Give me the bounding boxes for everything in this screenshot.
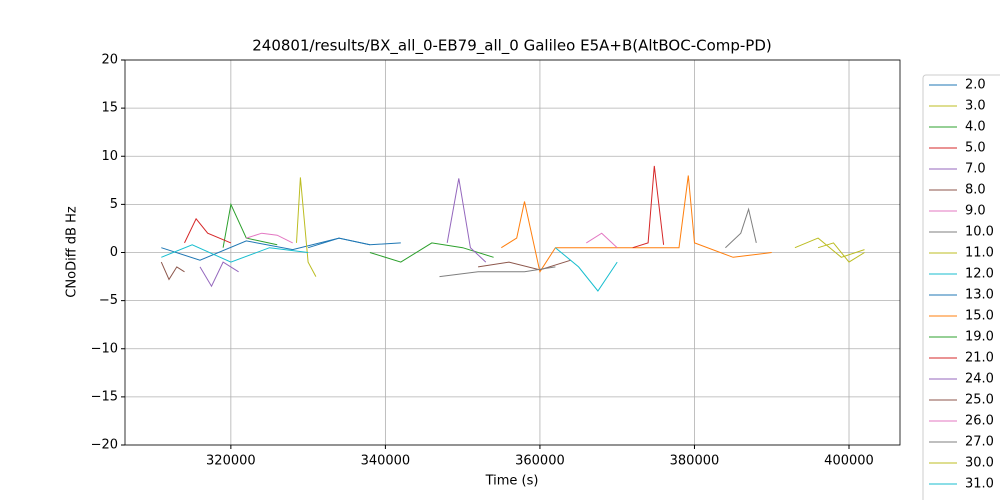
legend-label: 12.0 — [965, 267, 994, 282]
legend-label: 4.0 — [965, 120, 986, 135]
series-line — [817, 242, 865, 263]
legend-label: 26.0 — [965, 414, 994, 429]
x-tick-label: 380000 — [670, 454, 720, 469]
series-line — [586, 232, 618, 249]
series-line — [794, 237, 865, 258]
y-tick-label: −10 — [91, 341, 118, 356]
series-line — [246, 232, 293, 244]
x-tick-label: 400000 — [824, 454, 874, 469]
x-tick-label: 340000 — [361, 454, 411, 469]
legend-label: 30.0 — [965, 456, 994, 471]
y-tick-label: 15 — [101, 101, 118, 116]
series-line — [184, 217, 232, 244]
legend-label: 31.0 — [965, 477, 994, 492]
series-line — [446, 178, 487, 263]
x-tick-label: 360000 — [515, 454, 565, 469]
series-line — [555, 247, 618, 292]
x-tick-label: 320000 — [206, 454, 256, 469]
y-tick-label: 10 — [101, 149, 118, 164]
y-tick-label: −5 — [99, 293, 118, 308]
legend-label: 19.0 — [965, 330, 994, 345]
y-axis-label: CNoDiff dB Hz — [65, 206, 80, 298]
series-line — [160, 261, 185, 281]
y-tick-label: −20 — [91, 438, 118, 453]
series-line — [161, 244, 309, 263]
plot-frame — [124, 59, 901, 446]
chart-title: 240801/results/BX_all_0-EB79_all_0 Galil… — [252, 37, 772, 56]
series-line — [478, 259, 571, 271]
legend-label: 9.0 — [965, 204, 986, 219]
legend-label: 21.0 — [965, 351, 994, 366]
legend-label: 11.0 — [965, 246, 994, 261]
series-line — [725, 207, 757, 249]
series-line — [307, 237, 401, 249]
y-tick-label: 20 — [101, 53, 118, 68]
y-tick-label: −15 — [91, 389, 118, 404]
legend-label: 7.0 — [965, 162, 986, 177]
legend-label: 24.0 — [965, 372, 994, 387]
legend-label: 13.0 — [965, 288, 994, 303]
legend-label: 2.0 — [965, 78, 986, 93]
y-tick-label: 0 — [110, 245, 118, 260]
series-line — [632, 165, 665, 249]
legend-label: 25.0 — [965, 393, 994, 408]
legend-label: 3.0 — [965, 99, 986, 114]
legend-label: 8.0 — [965, 183, 986, 198]
series-line — [501, 175, 772, 274]
x-axis-label: Time (s) — [485, 474, 539, 489]
series-line — [369, 242, 494, 263]
series-line — [199, 261, 239, 288]
legend-box — [922, 74, 1000, 500]
series-line — [222, 202, 278, 248]
y-tick-label: 5 — [110, 197, 118, 212]
legend-label: 10.0 — [965, 225, 994, 240]
series-line — [439, 266, 556, 278]
series-line — [296, 177, 317, 277]
legend-label: 15.0 — [965, 309, 994, 324]
legend-label: 5.0 — [965, 141, 986, 156]
legend-label: 27.0 — [965, 435, 994, 450]
